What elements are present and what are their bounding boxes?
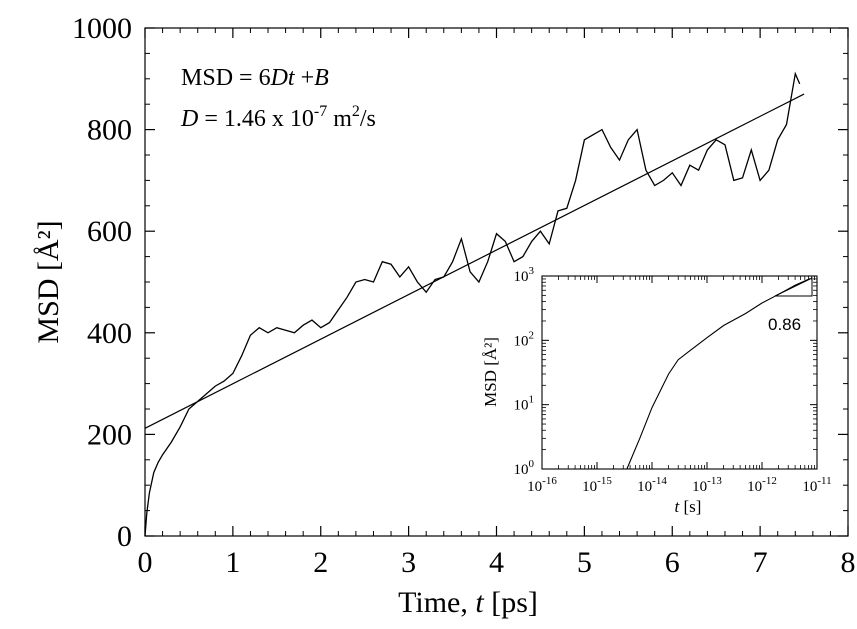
slope-label: 0.86: [768, 315, 801, 334]
inset-x-tick-label: 10-11: [802, 475, 831, 495]
diffusion-coefficient: D = 1.46 x 10-7 m2/s: [180, 103, 376, 132]
inset-y-tick-label: 100: [514, 458, 535, 478]
inset-x-tick-label: 10-15: [582, 475, 612, 495]
x-tick-label: 4: [489, 546, 504, 579]
x-tick-label: 7: [753, 546, 768, 579]
inset-x-tick-label: 10-13: [692, 475, 722, 495]
y-tick-label: 600: [87, 215, 132, 248]
inset-y-tick-label: 101: [514, 394, 535, 414]
x-axis-label: Time, t [ps]: [398, 586, 538, 619]
inset-plot-frame: [541, 275, 818, 470]
linear-fit-line: [144, 93, 805, 429]
y-tick-label: 1000: [72, 12, 132, 45]
inset-x-axis-label: t [s]: [675, 497, 702, 516]
y-axis-label: MSD [Å²]: [32, 220, 65, 343]
main-ticks: [144, 27, 849, 537]
x-tick-label: 3: [401, 546, 416, 579]
x-tick-label: 5: [577, 546, 592, 579]
x-tick-label: 2: [313, 546, 328, 579]
slope-triangle: [774, 277, 813, 297]
y-tick-label: 400: [87, 317, 132, 350]
inset-y-tick-label: 102: [514, 329, 535, 349]
inset-x-tick-label: 10-12: [747, 475, 777, 495]
msd-equation: MSD = 6Dt +B: [181, 65, 329, 91]
y-tick-label: 200: [87, 418, 132, 451]
x-tick-label: 6: [665, 546, 680, 579]
y-tick-label: 0: [117, 520, 132, 553]
inset-background: [542, 276, 817, 469]
inset-y-axis-label: MSD [Å²]: [481, 337, 500, 407]
main-tick-labels: 0 1 2 3 4 5 6 7 8 0 200 400 600 800 1000: [72, 12, 856, 579]
y-tick-label: 800: [87, 114, 132, 147]
x-tick-label: 1: [225, 546, 240, 579]
inset-tick-labels: 10-16 10-15 10-14 10-13 10-12 10-11 100 101 102 1…: [514, 265, 832, 495]
x-tick-label: 0: [138, 546, 153, 579]
inset-x-tick-label: 10-14: [637, 475, 667, 495]
msd-trajectory-line: [144, 71, 801, 537]
inset-x-tick-label: 10-16: [527, 475, 557, 495]
inset-y-tick-label: 103: [514, 265, 535, 285]
x-tick-label: 8: [841, 546, 856, 579]
